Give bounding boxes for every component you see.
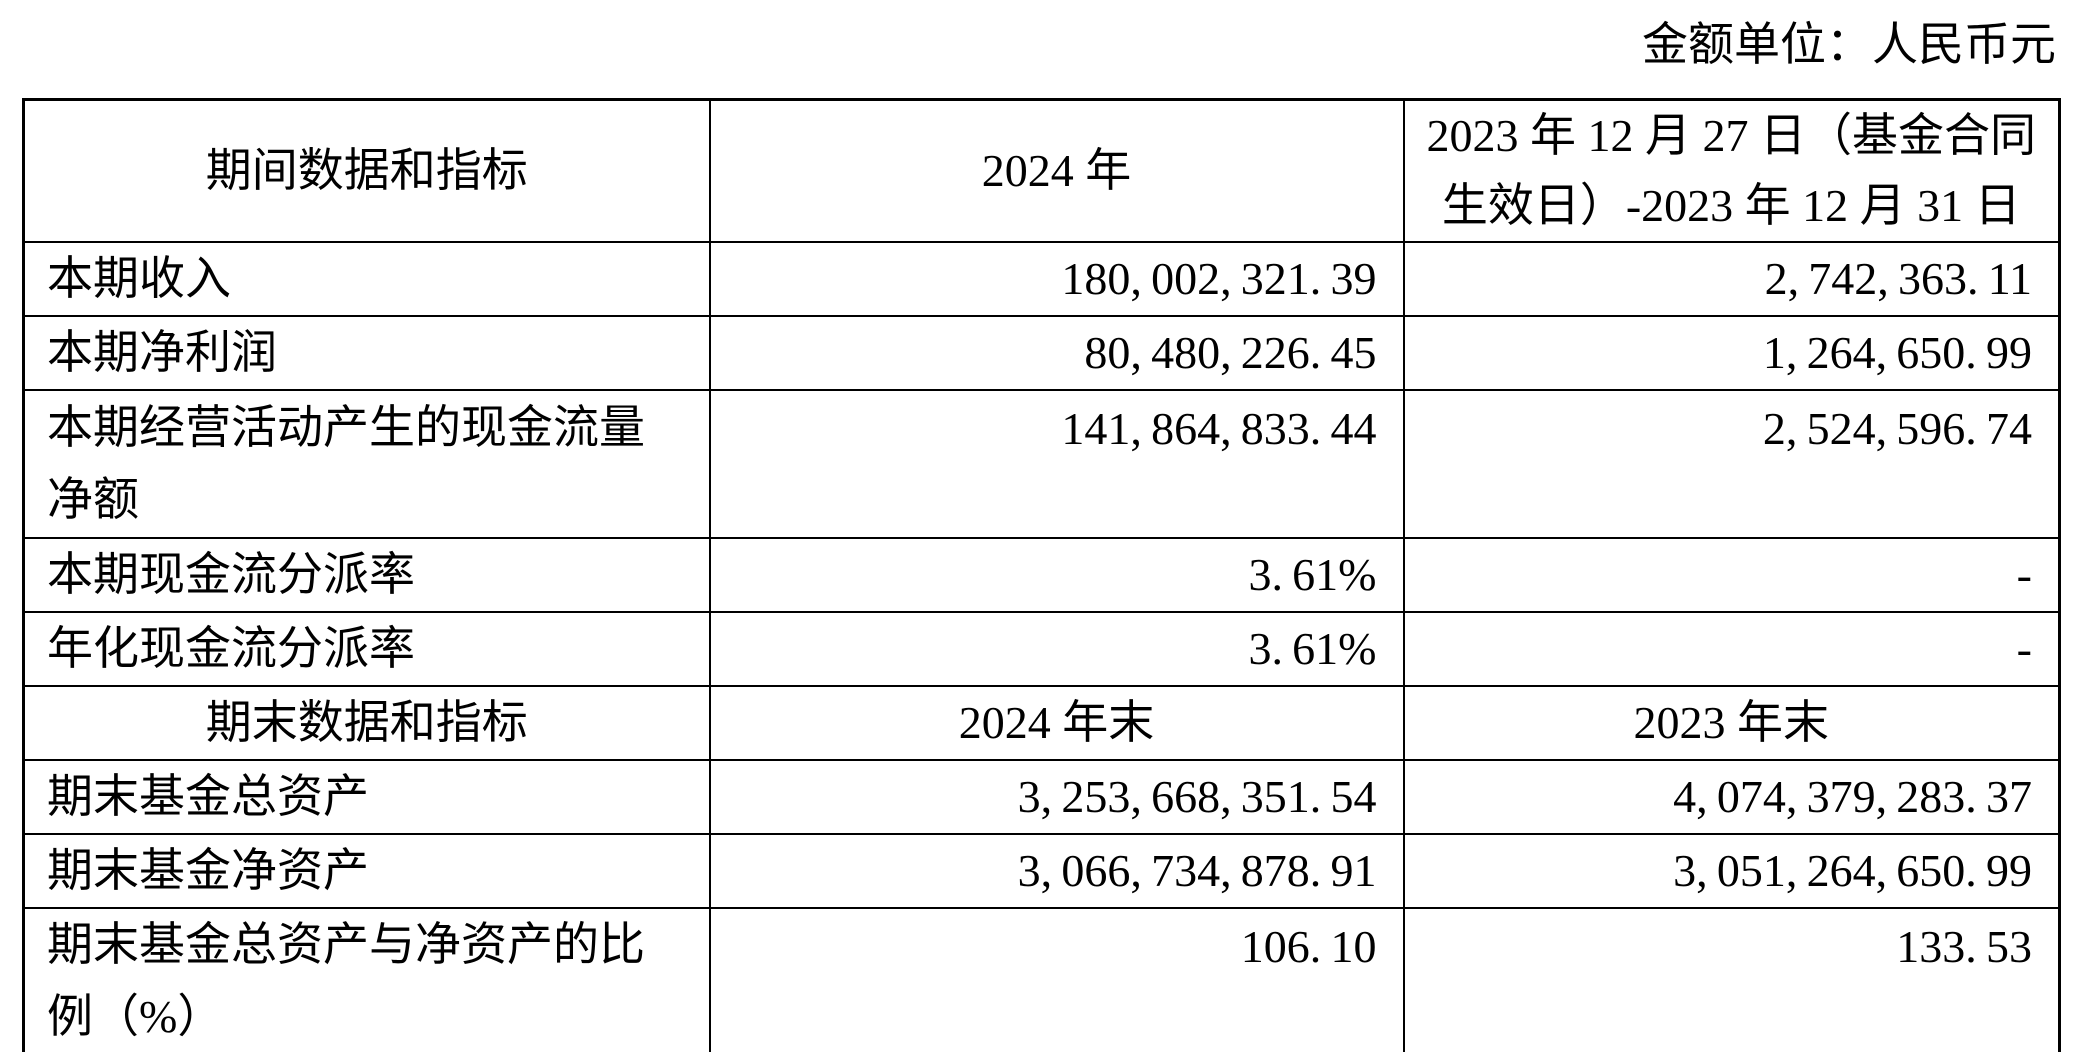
value-2023: 3, 051, 264, 650. 99 (1402, 833, 2061, 909)
end-indicators-header: 期末数据和指标 (22, 685, 711, 761)
table-row-total-fund-assets: 期末基金总资产 3, 253, 668, 351. 54 4, 074, 379… (22, 759, 2061, 835)
table-row-annualized-cash-distribution-rate: 年化现金流分派率 3. 61% - (22, 611, 2061, 687)
table-row-assets-ratio: 期末基金总资产与净资产的比 例（%） 106. 10 133. 53 (22, 907, 2061, 1052)
row-label: 本期净利润 (22, 315, 711, 391)
row-label: 年化现金流分派率 (22, 611, 711, 687)
row-label: 期末基金净资产 (22, 833, 711, 909)
fund-indicators-table: 期间数据和指标 2024 年 2023 年 12 月 27 日（基金合同 生效日… (22, 98, 2061, 1052)
table-row-cash-distribution-rate: 本期现金流分派率 3. 61% - (22, 537, 2061, 613)
row-label: 期末基金总资产 (22, 759, 711, 835)
table-row-net-fund-assets: 期末基金净资产 3, 066, 734, 878. 91 3, 051, 264… (22, 833, 2061, 909)
amount-unit-label: 金额单位：人民币元 (1642, 19, 2056, 70)
value-2023: 4, 074, 379, 283. 37 (1402, 759, 2061, 835)
year-2024-header: 2024 年 (708, 98, 1405, 243)
value-2024: 3. 61% (708, 537, 1405, 613)
value-2023: 2, 742, 363. 11 (1402, 241, 2061, 317)
row-label: 本期经营活动产生的现金流量 净额 (22, 389, 711, 539)
value-2024: 141, 864, 833. 44 (708, 389, 1405, 539)
end-header-row: 期末数据和指标 2024 年末 2023 年末 (22, 685, 2061, 761)
table-row-net-profit: 本期净利润 80, 480, 226. 45 1, 264, 650. 99 (22, 315, 2061, 391)
table-row-operating-cashflow: 本期经营活动产生的现金流量 净额 141, 864, 833. 44 2, 52… (22, 389, 2061, 539)
value-2024: 3, 066, 734, 878. 91 (708, 833, 1405, 909)
table-row-current-income: 本期收入 180, 002, 321. 39 2, 742, 363. 11 (22, 241, 2061, 317)
value-2024: 3. 61% (708, 611, 1405, 687)
row-label: 期末基金总资产与净资产的比 例（%） (22, 907, 711, 1052)
row-label: 本期现金流分派率 (22, 537, 711, 613)
value-2023: - (1402, 611, 2061, 687)
end-2023-header: 2023 年末 (1402, 685, 2061, 761)
value-2024: 106. 10 (708, 907, 1405, 1052)
value-2024: 3, 253, 668, 351. 54 (708, 759, 1405, 835)
value-2023: 2, 524, 596. 74 (1402, 389, 2061, 539)
value-2023: 1, 264, 650. 99 (1402, 315, 2061, 391)
period-2023-header: 2023 年 12 月 27 日（基金合同 生效日）-2023 年 12 月 3… (1402, 98, 2061, 243)
value-2023: 133. 53 (1402, 907, 2061, 1052)
row-label: 本期收入 (22, 241, 711, 317)
period-indicators-header: 期间数据和指标 (22, 98, 711, 243)
value-2023: - (1402, 537, 2061, 613)
value-2024: 80, 480, 226. 45 (708, 315, 1405, 391)
value-2024: 180, 002, 321. 39 (708, 241, 1405, 317)
end-2024-header: 2024 年末 (708, 685, 1405, 761)
period-header-row: 期间数据和指标 2024 年 2023 年 12 月 27 日（基金合同 生效日… (22, 98, 2061, 243)
